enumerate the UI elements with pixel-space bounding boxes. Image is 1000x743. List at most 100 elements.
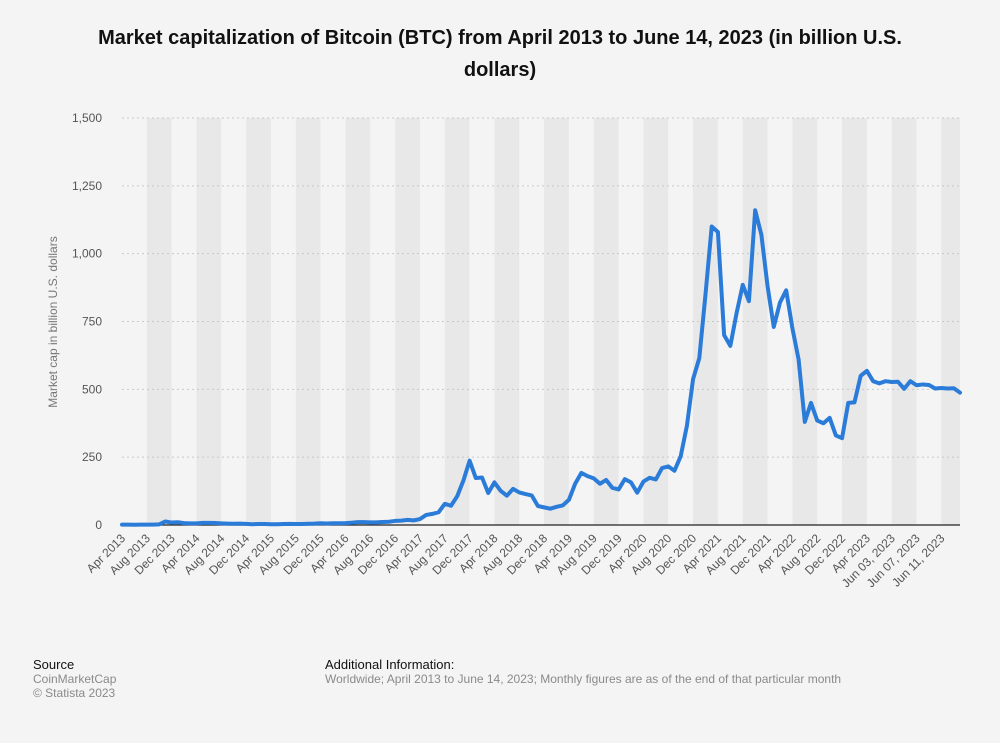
- data-point[interactable]: [814, 418, 820, 424]
- data-point[interactable]: [578, 470, 584, 476]
- data-point[interactable]: [640, 479, 646, 485]
- data-point[interactable]: [287, 521, 293, 527]
- data-point[interactable]: [870, 378, 876, 384]
- data-point[interactable]: [566, 497, 572, 503]
- data-point[interactable]: [311, 521, 317, 527]
- data-point[interactable]: [740, 282, 746, 288]
- data-point[interactable]: [659, 465, 665, 471]
- data-point[interactable]: [703, 291, 709, 297]
- data-point[interactable]: [436, 509, 442, 515]
- data-point[interactable]: [162, 518, 168, 524]
- data-point[interactable]: [684, 423, 690, 429]
- data-point[interactable]: [951, 385, 957, 391]
- data-point[interactable]: [138, 522, 144, 528]
- data-point[interactable]: [609, 485, 615, 491]
- data-point[interactable]: [603, 477, 609, 483]
- data-point[interactable]: [783, 287, 789, 293]
- data-point[interactable]: [249, 521, 255, 527]
- data-point[interactable]: [405, 517, 411, 523]
- data-point[interactable]: [920, 381, 926, 387]
- data-point[interactable]: [318, 520, 324, 526]
- data-point[interactable]: [485, 490, 491, 496]
- data-point[interactable]: [671, 468, 677, 474]
- data-point[interactable]: [181, 520, 187, 526]
- data-point[interactable]: [616, 486, 622, 492]
- data-point[interactable]: [820, 420, 826, 426]
- data-point[interactable]: [851, 399, 857, 405]
- data-point[interactable]: [293, 521, 299, 527]
- data-point[interactable]: [808, 400, 814, 406]
- data-point[interactable]: [237, 521, 243, 527]
- data-point[interactable]: [777, 300, 783, 306]
- data-point[interactable]: [758, 232, 764, 238]
- data-point[interactable]: [591, 475, 597, 481]
- data-point[interactable]: [597, 481, 603, 487]
- data-point[interactable]: [262, 521, 268, 527]
- data-point[interactable]: [541, 504, 547, 510]
- data-point[interactable]: [429, 511, 435, 517]
- data-point[interactable]: [336, 520, 342, 526]
- data-point[interactable]: [938, 385, 944, 391]
- data-point[interactable]: [144, 522, 150, 528]
- data-point[interactable]: [498, 488, 504, 494]
- data-point[interactable]: [268, 521, 274, 527]
- data-point[interactable]: [119, 522, 125, 528]
- data-point[interactable]: [299, 521, 305, 527]
- data-point[interactable]: [193, 520, 199, 526]
- data-point[interactable]: [765, 283, 771, 289]
- data-point[interactable]: [572, 481, 578, 487]
- data-point[interactable]: [206, 520, 212, 526]
- data-point[interactable]: [647, 475, 653, 481]
- data-point[interactable]: [460, 478, 466, 484]
- data-point[interactable]: [845, 400, 851, 406]
- data-point[interactable]: [280, 521, 286, 527]
- data-point[interactable]: [535, 503, 541, 509]
- data-point[interactable]: [491, 479, 497, 485]
- data-point[interactable]: [504, 493, 510, 499]
- data-point[interactable]: [380, 519, 386, 525]
- data-point[interactable]: [864, 368, 870, 374]
- data-point[interactable]: [355, 519, 361, 525]
- data-point[interactable]: [926, 382, 932, 388]
- data-point[interactable]: [709, 224, 715, 230]
- data-point[interactable]: [467, 458, 473, 464]
- data-point[interactable]: [839, 435, 845, 441]
- data-point[interactable]: [789, 325, 795, 331]
- data-point[interactable]: [696, 355, 702, 361]
- data-point[interactable]: [945, 386, 951, 392]
- data-point[interactable]: [342, 520, 348, 526]
- data-point[interactable]: [833, 432, 839, 438]
- data-point[interactable]: [374, 519, 380, 525]
- data-point[interactable]: [883, 378, 889, 384]
- data-point[interactable]: [957, 390, 963, 396]
- data-point[interactable]: [628, 479, 634, 485]
- data-point[interactable]: [386, 519, 392, 525]
- data-point[interactable]: [516, 489, 522, 495]
- data-point[interactable]: [454, 493, 460, 499]
- data-point[interactable]: [330, 520, 336, 526]
- data-point[interactable]: [721, 332, 727, 338]
- data-point[interactable]: [200, 520, 206, 526]
- data-point[interactable]: [858, 373, 864, 379]
- data-point[interactable]: [423, 512, 429, 518]
- data-point[interactable]: [131, 522, 137, 528]
- data-point[interactable]: [156, 521, 162, 527]
- data-point[interactable]: [622, 476, 628, 482]
- data-point[interactable]: [243, 521, 249, 527]
- source-name[interactable]: CoinMarketCap: [33, 672, 117, 686]
- data-point[interactable]: [889, 379, 895, 385]
- data-point[interactable]: [554, 504, 560, 510]
- data-point[interactable]: [349, 520, 355, 526]
- data-point[interactable]: [876, 380, 882, 386]
- data-point[interactable]: [653, 476, 659, 482]
- data-point[interactable]: [324, 520, 330, 526]
- data-point[interactable]: [125, 522, 131, 528]
- data-point[interactable]: [256, 521, 262, 527]
- data-point[interactable]: [473, 475, 479, 481]
- data-point[interactable]: [746, 298, 752, 304]
- data-point[interactable]: [914, 382, 920, 388]
- data-point[interactable]: [895, 379, 901, 385]
- data-point[interactable]: [734, 310, 740, 316]
- data-point[interactable]: [715, 229, 721, 235]
- data-point[interactable]: [367, 519, 373, 525]
